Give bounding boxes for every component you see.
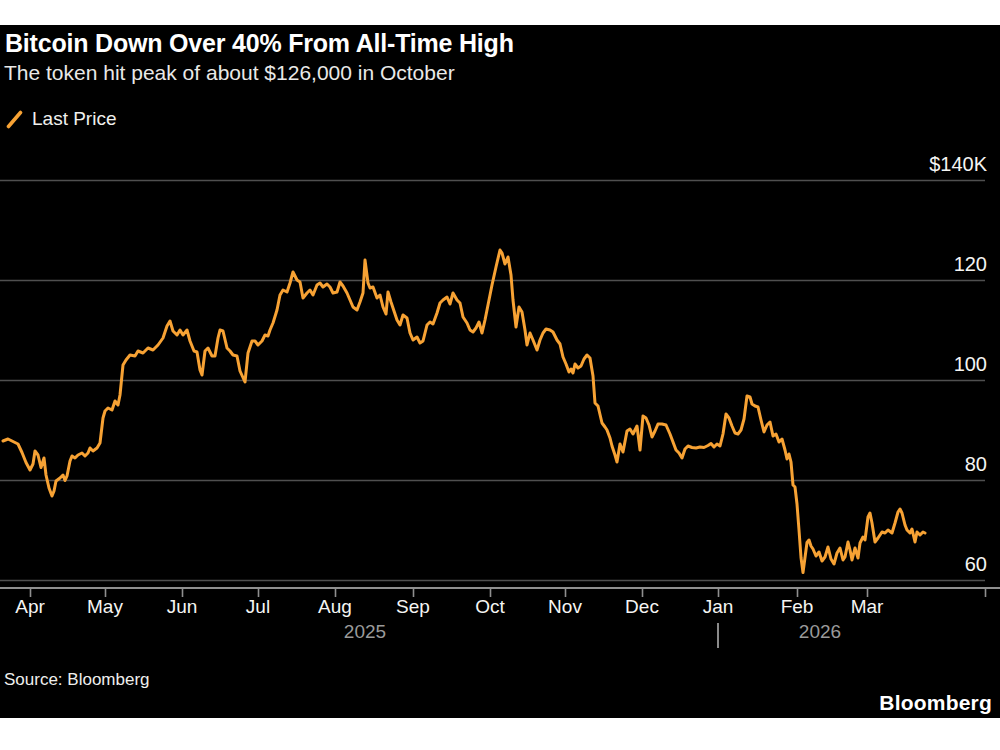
x-axis-label: Sep — [396, 596, 430, 618]
x-axis-label: Apr — [15, 596, 45, 618]
x-axis-label: Oct — [475, 596, 505, 618]
y-axis-label: 60 — [965, 553, 987, 576]
x-axis-label: Jun — [167, 596, 198, 618]
legend: Last Price — [6, 108, 116, 130]
bloomberg-logo: Bloomberg — [879, 691, 992, 715]
line-series-icon — [6, 110, 23, 129]
year-divider — [717, 623, 719, 648]
x-axis-label: Jan — [703, 596, 734, 618]
x-axis-label: Jul — [246, 596, 270, 618]
chart-title: Bitcoin Down Over 40% From All-Time High — [5, 29, 514, 58]
y-axis-label: 80 — [965, 453, 987, 476]
x-axis-label: May — [87, 596, 123, 618]
x-axis-label: Aug — [318, 596, 352, 618]
source-attribution: Source: Bloomberg — [4, 670, 150, 690]
x-axis-label: Nov — [548, 596, 582, 618]
y-axis-label: $140K — [929, 153, 987, 176]
year-label: 2026 — [799, 621, 841, 643]
x-axis-label: Mar — [851, 596, 884, 618]
y-axis-label: 120 — [954, 253, 987, 276]
y-axis-label: 100 — [954, 353, 987, 376]
legend-label: Last Price — [32, 108, 116, 130]
year-label: 2025 — [344, 621, 386, 643]
chart-subtitle: The token hit peak of about $126,000 in … — [4, 61, 455, 85]
bloomberg-chart-card: Bitcoin Down Over 40% From All-Time High… — [0, 0, 1000, 750]
x-axis-label: Feb — [781, 596, 814, 618]
x-axis-label: Dec — [625, 596, 659, 618]
